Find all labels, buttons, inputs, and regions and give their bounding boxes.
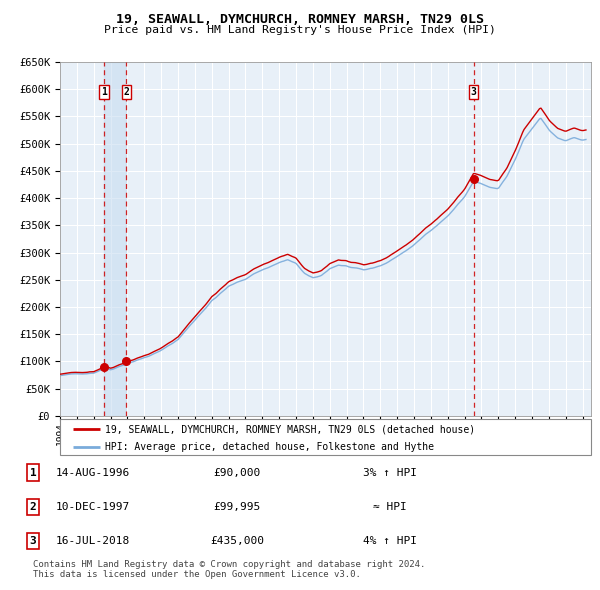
Text: ≈ HPI: ≈ HPI [373,502,407,512]
Text: 4% ↑ HPI: 4% ↑ HPI [363,536,417,546]
Text: 2: 2 [124,87,130,97]
Text: 3: 3 [29,536,37,546]
Text: 3% ↑ HPI: 3% ↑ HPI [363,467,417,477]
Bar [104,62,127,416]
Text: 14-AUG-1996: 14-AUG-1996 [56,467,130,477]
Text: 16-JUL-2018: 16-JUL-2018 [56,536,130,546]
Text: 1: 1 [29,467,37,477]
Text: £90,000: £90,000 [214,467,260,477]
Text: £99,995: £99,995 [214,502,260,512]
Text: 19, SEAWALL, DYMCHURCH, ROMNEY MARSH, TN29 0LS (detached house): 19, SEAWALL, DYMCHURCH, ROMNEY MARSH, TN… [105,424,475,434]
Text: 19, SEAWALL, DYMCHURCH, ROMNEY MARSH, TN29 0LS: 19, SEAWALL, DYMCHURCH, ROMNEY MARSH, TN… [116,13,484,26]
Text: Contains HM Land Registry data © Crown copyright and database right 2024.
This d: Contains HM Land Registry data © Crown c… [33,560,425,579]
Text: 10-DEC-1997: 10-DEC-1997 [56,502,130,512]
Text: 1: 1 [101,87,107,97]
Text: 3: 3 [471,87,476,97]
Text: 2: 2 [29,502,37,512]
Text: £435,000: £435,000 [210,536,264,546]
FancyBboxPatch shape [60,419,591,455]
Text: HPI: Average price, detached house, Folkestone and Hythe: HPI: Average price, detached house, Folk… [105,442,434,453]
Text: Price paid vs. HM Land Registry's House Price Index (HPI): Price paid vs. HM Land Registry's House … [104,25,496,35]
